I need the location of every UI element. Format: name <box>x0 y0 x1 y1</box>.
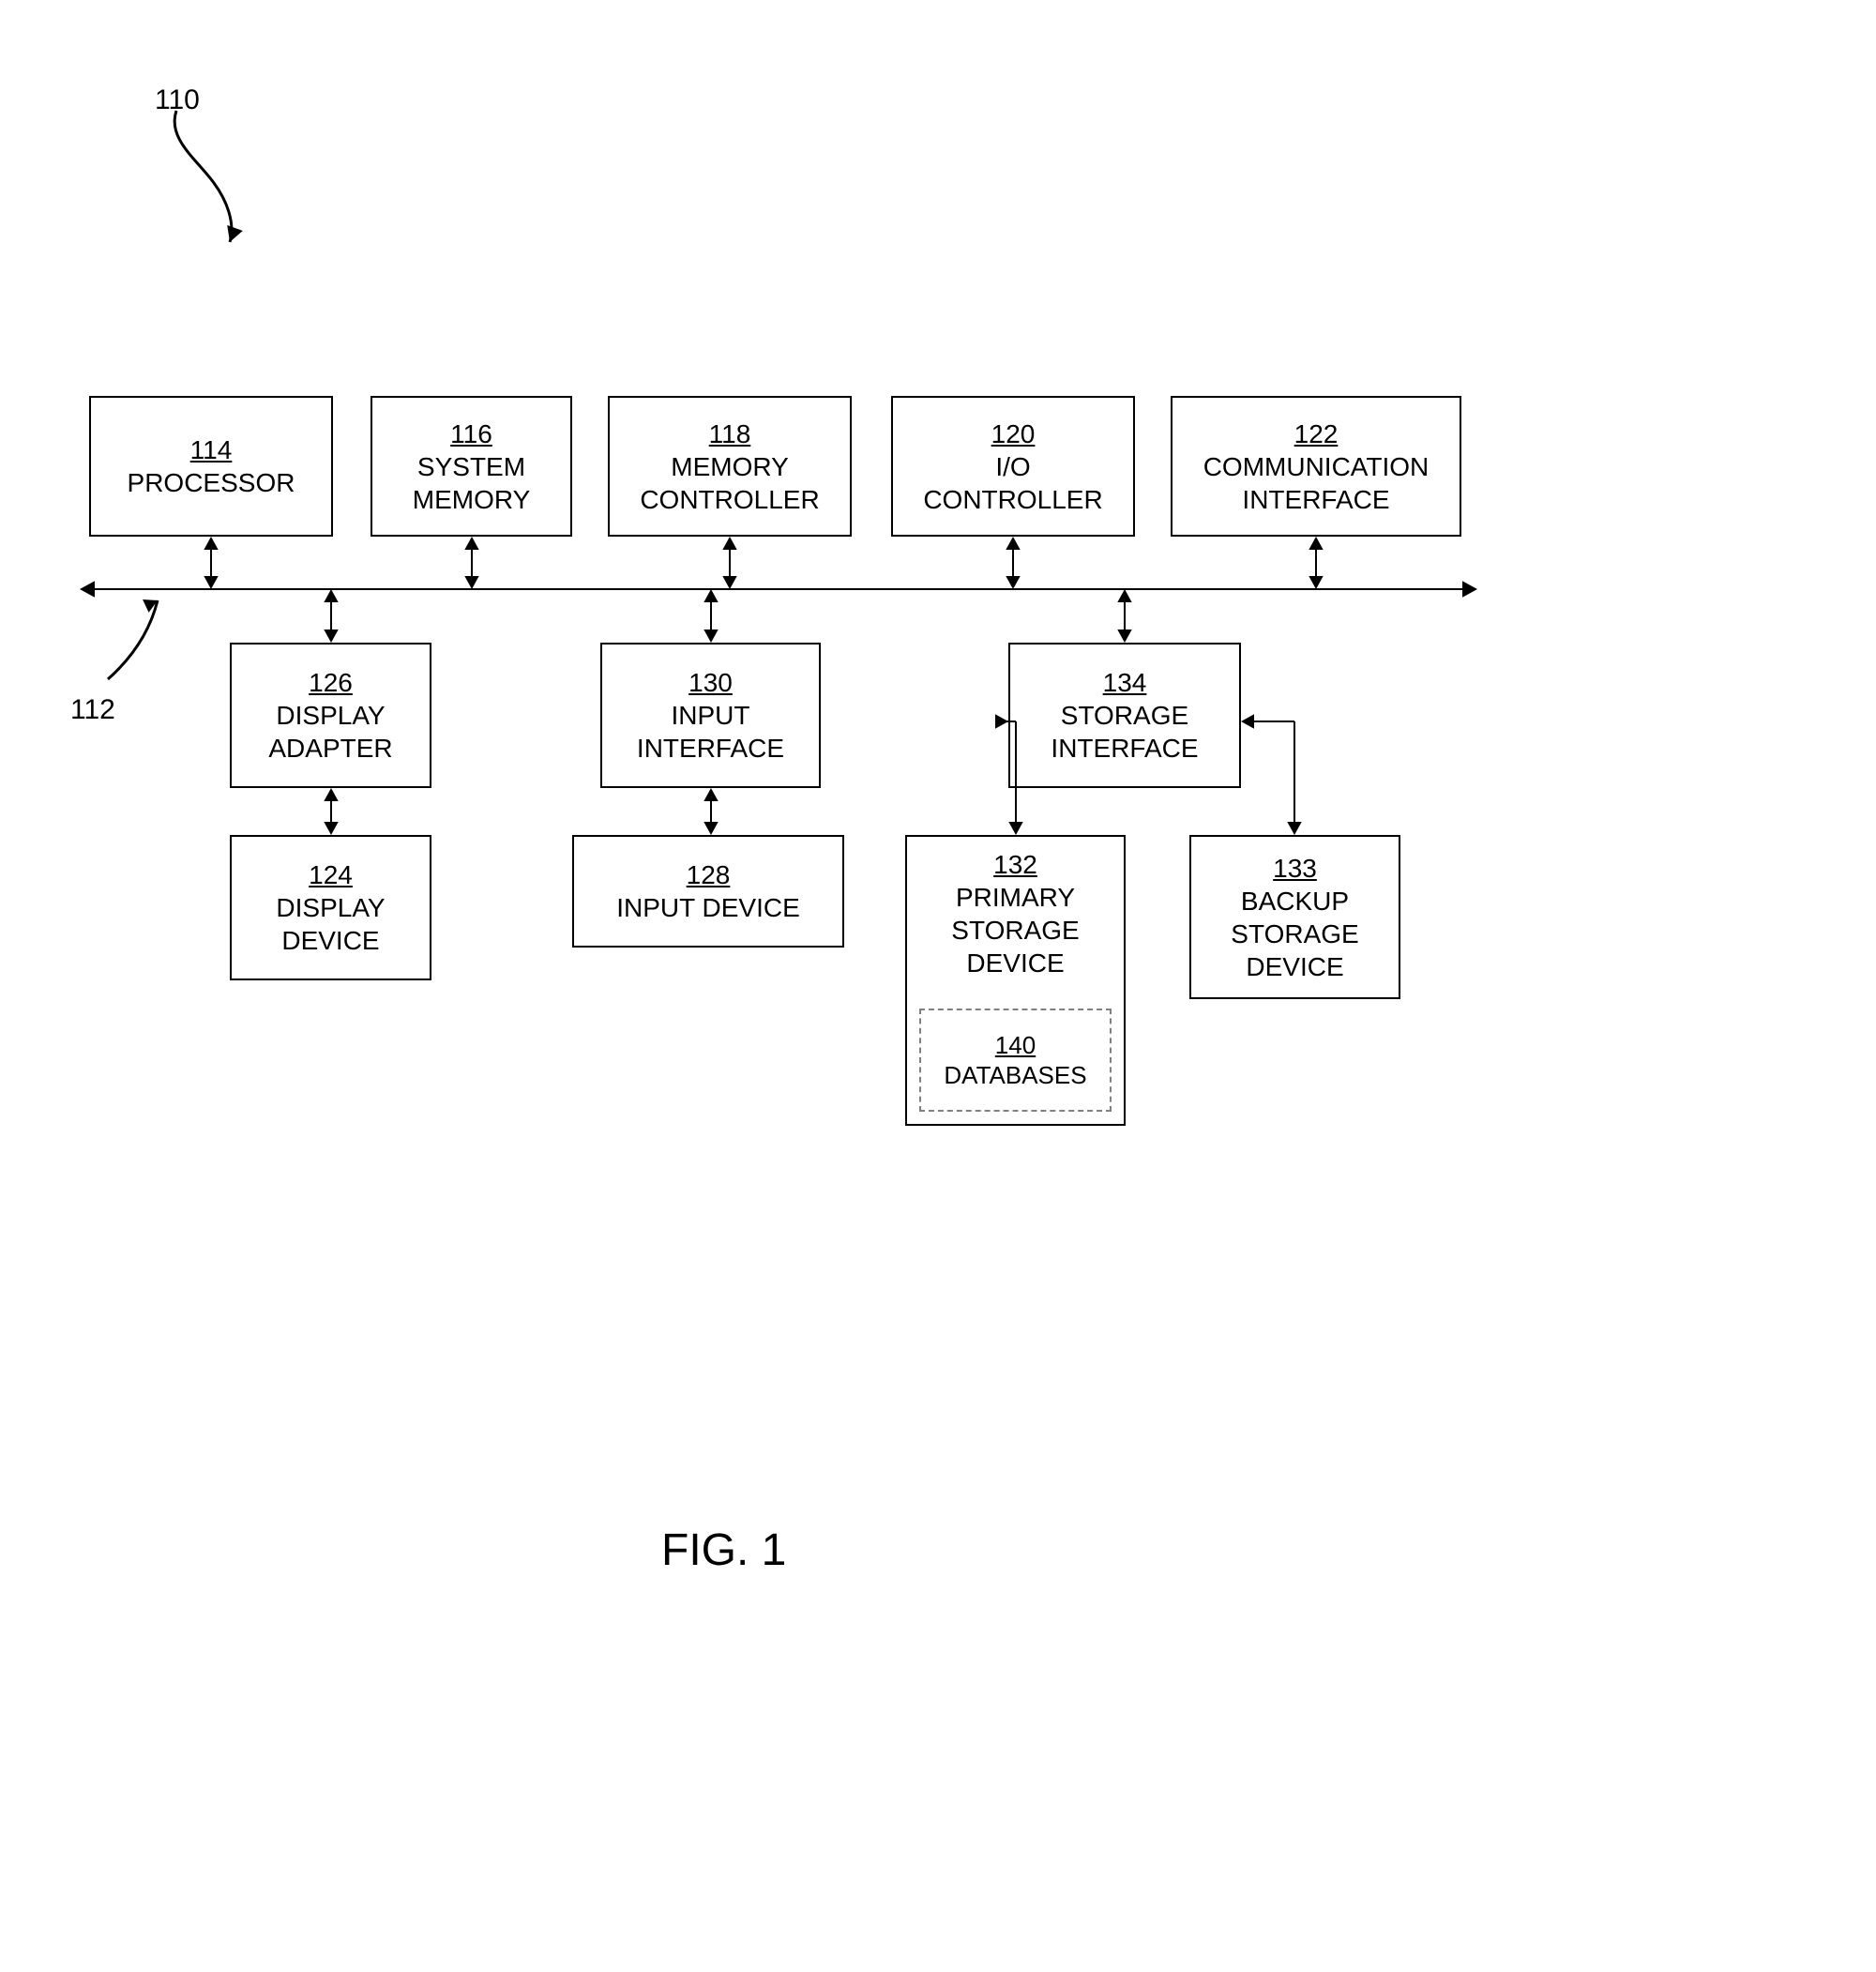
box-communication-interface: 122 COMMUNICATIONINTERFACE <box>1171 396 1461 537</box>
box-num: 116 <box>450 417 492 450</box>
box-label: COMMUNICATIONINTERFACE <box>1203 450 1430 516</box>
box-display-device: 124 DISPLAYDEVICE <box>230 835 431 980</box>
box-num: 118 <box>709 417 751 450</box>
figure-caption: FIG. 1 <box>661 1525 786 1576</box>
ref-label-110: 110 <box>155 84 200 116</box>
box-label: PRIMARYSTORAGEDEVICE <box>951 881 1079 979</box>
box-num: 140 <box>995 1030 1036 1061</box>
box-storage-interface: 134 STORAGEINTERFACE <box>1008 643 1241 788</box>
box-num: 114 <box>190 433 233 466</box>
box-num: 122 <box>1294 417 1339 450</box>
box-label: PROCESSOR <box>128 466 295 499</box>
box-label: MEMORYCONTROLLER <box>640 450 819 516</box>
box-input-interface: 130 INPUTINTERFACE <box>600 643 821 788</box>
box-io-controller: 120 I/OCONTROLLER <box>891 396 1135 537</box>
box-input-device: 128 INPUT DEVICE <box>572 835 844 948</box>
box-num: 124 <box>309 858 353 891</box>
box-label: STORAGEINTERFACE <box>1051 699 1198 765</box>
ref-label-112: 112 <box>70 694 115 726</box>
box-num: 120 <box>991 417 1036 450</box>
box-num: 134 <box>1103 666 1147 699</box>
box-databases: 140 DATABASES <box>919 1009 1112 1112</box>
box-backup-storage-device: 133 BACKUPSTORAGEDEVICE <box>1189 835 1400 999</box>
diagram-canvas: 114 PROCESSOR 116 SYSTEMMEMORY 118 MEMOR… <box>0 0 1876 1972</box>
box-num: 128 <box>687 858 731 891</box>
box-num: 126 <box>309 666 353 699</box>
box-label: DISPLAYADAPTER <box>268 699 392 765</box>
box-num: 130 <box>688 666 733 699</box>
box-label: BACKUPSTORAGEDEVICE <box>1231 885 1358 983</box>
box-memory-controller: 118 MEMORYCONTROLLER <box>608 396 852 537</box>
box-system-memory: 116 SYSTEMMEMORY <box>371 396 572 537</box>
box-label: I/OCONTROLLER <box>923 450 1102 516</box>
box-label: DATABASES <box>944 1060 1086 1091</box>
box-label: DISPLAYDEVICE <box>276 891 385 957</box>
box-num: 133 <box>1273 852 1317 885</box>
box-processor: 114 PROCESSOR <box>89 396 333 537</box>
box-num: 132 <box>993 848 1037 881</box>
box-label: INPUT DEVICE <box>616 891 800 924</box>
box-label: SYSTEMMEMORY <box>413 450 531 516</box>
box-label: INPUTINTERFACE <box>637 699 784 765</box>
box-display-adapter: 126 DISPLAYADAPTER <box>230 643 431 788</box>
